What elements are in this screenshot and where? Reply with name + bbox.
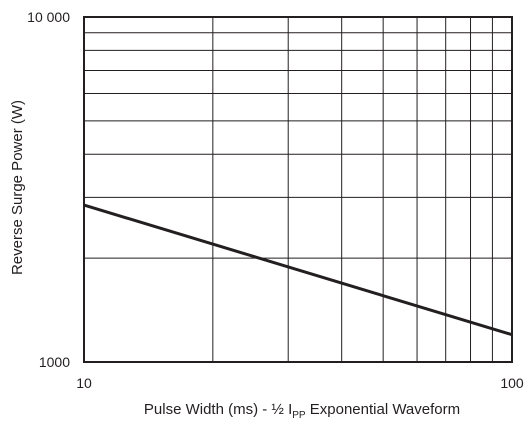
plot-frame: [83, 16, 513, 363]
y-axis-label: Reverse Surge Power (W): [9, 100, 26, 275]
tick-labels: 10 100 1000 10 000: [27, 9, 524, 391]
y-tick-label: 1000: [39, 354, 70, 370]
series-layer: [83, 203, 513, 337]
power-curve-line: [83, 203, 513, 337]
x-axis-label-rest: Exponential Waveform: [306, 401, 461, 418]
x-axis-label: Pulse Width (ms) - ½ IPP Exponential Wav…: [144, 401, 460, 421]
x-tick-label: 10: [76, 375, 92, 391]
x-axis-label-main: Pulse Width (ms) - ½ I: [144, 401, 292, 418]
x-axis-label-subscript: PP: [292, 410, 306, 421]
grid: [84, 17, 512, 362]
x-tick-label: 100: [500, 375, 524, 391]
y-tick-label: 10 000: [27, 9, 70, 25]
